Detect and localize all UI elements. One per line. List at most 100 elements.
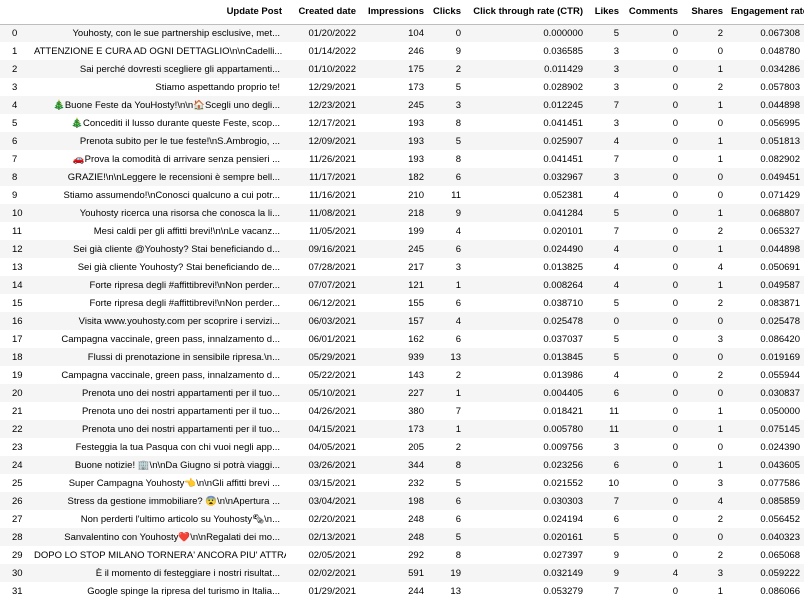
comments-cell: 0: [623, 312, 682, 330]
row-index: 19: [0, 366, 30, 384]
impressions-cell: 217: [360, 258, 428, 276]
update-post-cell: Prenota uno dei nostri appartamenti per …: [30, 384, 286, 402]
ctr-cell: 0.011429: [465, 60, 587, 78]
ctr-cell: 0.020101: [465, 222, 587, 240]
created-date-cell: 12/09/2021: [286, 132, 360, 150]
column-header-comments: Comments: [623, 0, 682, 25]
likes-cell: 4: [587, 276, 623, 294]
shares-cell: 0: [682, 114, 727, 132]
comments-cell: 0: [623, 528, 682, 546]
clicks-cell: 2: [428, 366, 465, 384]
row-index: 8: [0, 168, 30, 186]
shares-cell: 3: [682, 564, 727, 582]
likes-cell: 5: [587, 330, 623, 348]
clicks-cell: 8: [428, 456, 465, 474]
clicks-cell: 9: [428, 204, 465, 222]
impressions-cell: 155: [360, 294, 428, 312]
column-header-update-post: Update Post: [30, 0, 286, 25]
engagement-rate-cell: 0.085859: [727, 492, 804, 510]
table-row: 6 Prenota subito per le tue feste!\nS.Amb…: [0, 132, 804, 150]
impressions-cell: 173: [360, 78, 428, 96]
comments-cell: 0: [623, 114, 682, 132]
update-post-cell: Visita www.youhosty.com per scoprire i s…: [30, 312, 286, 330]
impressions-cell: 245: [360, 96, 428, 114]
comments-cell: 0: [623, 222, 682, 240]
clicks-cell: 5: [428, 78, 465, 96]
ctr-cell: 0.025907: [465, 132, 587, 150]
clicks-cell: 1: [428, 420, 465, 438]
shares-cell: 1: [682, 420, 727, 438]
table-row: 27 Non perderti l'ultimo articolo su Youh…: [0, 510, 804, 528]
likes-cell: 4: [587, 240, 623, 258]
update-post-cell: ATTENZIONE E CURA AD OGNI DETTAGLIO\n\nC…: [30, 42, 286, 60]
likes-cell: 6: [587, 384, 623, 402]
impressions-cell: 227: [360, 384, 428, 402]
comments-cell: 0: [623, 276, 682, 294]
comments-cell: 0: [623, 60, 682, 78]
ctr-cell: 0.041284: [465, 204, 587, 222]
likes-cell: 0: [587, 312, 623, 330]
clicks-cell: 8: [428, 546, 465, 564]
ctr-cell: 0.008264: [465, 276, 587, 294]
comments-cell: 0: [623, 42, 682, 60]
table-row: 9 Stiamo assumendo!\nConosci qualcuno a c…: [0, 186, 804, 204]
row-index: 18: [0, 348, 30, 366]
engagement-rate-cell: 0.056452: [727, 510, 804, 528]
comments-cell: 0: [623, 348, 682, 366]
created-date-cell: 02/13/2021: [286, 528, 360, 546]
comments-cell: 0: [623, 546, 682, 564]
created-date-cell: 11/17/2021: [286, 168, 360, 186]
comments-cell: 0: [623, 78, 682, 96]
clicks-cell: 4: [428, 312, 465, 330]
ctr-cell: 0.036585: [465, 42, 587, 60]
comments-cell: 0: [623, 168, 682, 186]
shares-cell: 0: [682, 528, 727, 546]
ctr-cell: 0.023256: [465, 456, 587, 474]
impressions-cell: 162: [360, 330, 428, 348]
created-date-cell: 06/12/2021: [286, 294, 360, 312]
update-post-cell: GRAZIE!\n\nLeggere le recensioni è sempr…: [30, 168, 286, 186]
update-post-cell: Youhosty ricerca una risorsa che conosca…: [30, 204, 286, 222]
update-post-cell: Forte ripresa degli #affittibrevi!\nNon …: [30, 276, 286, 294]
engagement-rate-cell: 0.030837: [727, 384, 804, 402]
engagement-rate-cell: 0.034286: [727, 60, 804, 78]
shares-cell: 2: [682, 222, 727, 240]
clicks-cell: 8: [428, 114, 465, 132]
created-date-cell: 11/16/2021: [286, 186, 360, 204]
ctr-cell: 0.038710: [465, 294, 587, 312]
engagement-rate-cell: 0.068807: [727, 204, 804, 222]
table-row: 24 Buone notizie! 🏢\n\nDa Giugno si potrà…: [0, 456, 804, 474]
comments-cell: 0: [623, 186, 682, 204]
shares-cell: 2: [682, 78, 727, 96]
created-date-cell: 04/05/2021: [286, 438, 360, 456]
clicks-cell: 6: [428, 492, 465, 510]
column-header-created-date: Created date: [286, 0, 360, 25]
engagement-rate-cell: 0.056995: [727, 114, 804, 132]
comments-cell: 0: [623, 204, 682, 222]
update-post-cell: 🚗Prova la comodità di arrivare senza pen…: [30, 150, 286, 168]
impressions-cell: 121: [360, 276, 428, 294]
ctr-cell: 0.012245: [465, 96, 587, 114]
row-index: 11: [0, 222, 30, 240]
update-post-cell: 🎄Concediti il lusso durante queste Feste…: [30, 114, 286, 132]
shares-cell: 0: [682, 438, 727, 456]
created-date-cell: 05/29/2021: [286, 348, 360, 366]
ctr-cell: 0.013825: [465, 258, 587, 276]
clicks-cell: 3: [428, 96, 465, 114]
clicks-cell: 5: [428, 132, 465, 150]
table-row: 28 Sanvalentino con Youhosty❤️\n\nRegalat…: [0, 528, 804, 546]
impressions-cell: 193: [360, 132, 428, 150]
created-date-cell: 07/07/2021: [286, 276, 360, 294]
likes-cell: 3: [587, 168, 623, 186]
created-date-cell: 04/26/2021: [286, 402, 360, 420]
ctr-cell: 0.009756: [465, 438, 587, 456]
table-row: 31 Google spinge la ripresa del turismo i…: [0, 582, 804, 600]
update-post-cell: Sei già cliente Youhosty? Stai beneficia…: [30, 258, 286, 276]
created-date-cell: 01/10/2022: [286, 60, 360, 78]
engagement-rate-cell: 0.083871: [727, 294, 804, 312]
likes-cell: 11: [587, 402, 623, 420]
row-index: 25: [0, 474, 30, 492]
shares-cell: 2: [682, 294, 727, 312]
impressions-cell: 143: [360, 366, 428, 384]
table-row: 2 Sai perché dovresti scegliere gli appar…: [0, 60, 804, 78]
